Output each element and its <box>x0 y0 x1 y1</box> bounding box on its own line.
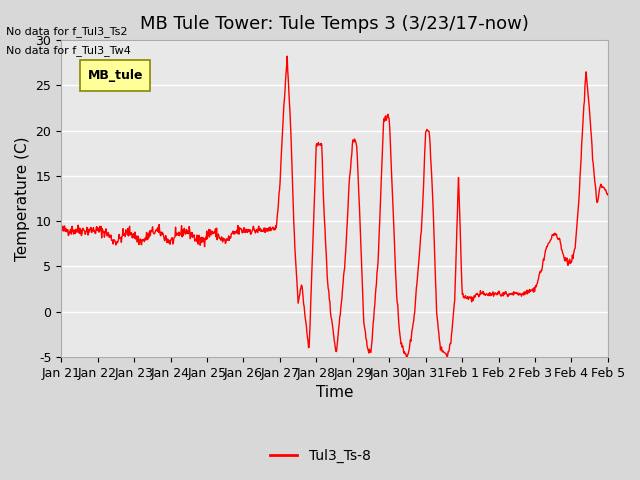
Text: No data for f_Tul3_Tw4: No data for f_Tul3_Tw4 <box>6 45 131 56</box>
Text: No data for f_Tul3_Ts2: No data for f_Tul3_Ts2 <box>6 25 128 36</box>
Y-axis label: Temperature (C): Temperature (C) <box>15 136 30 261</box>
Legend:  <box>329 408 340 420</box>
X-axis label: Time: Time <box>316 385 353 400</box>
Title: MB Tule Tower: Tule Temps 3 (3/23/17-now): MB Tule Tower: Tule Temps 3 (3/23/17-now… <box>140 15 529 33</box>
Legend: Tul3_Ts-8: Tul3_Ts-8 <box>264 443 376 468</box>
Text: MB_tule: MB_tule <box>88 69 143 83</box>
